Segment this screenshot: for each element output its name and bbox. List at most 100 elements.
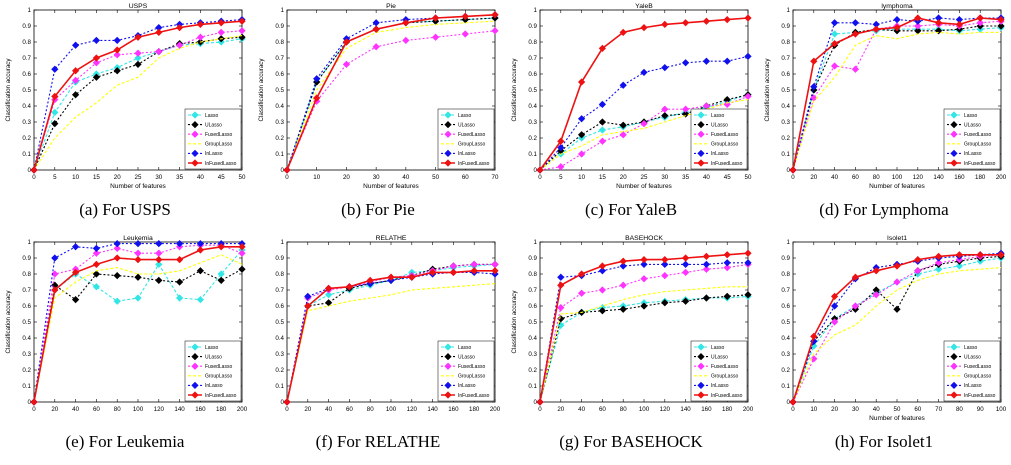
- series-line: [286, 283, 496, 403]
- data-point: [744, 291, 752, 299]
- legend-label: ULasso: [205, 354, 222, 360]
- x-tick-label: 200: [237, 406, 248, 413]
- figure-caption: (e) For Leukemia: [65, 432, 185, 451]
- legend-label: FusedLasso: [205, 132, 232, 138]
- legend-label: ULasso: [458, 354, 475, 360]
- legend-label: InFusedLasso: [205, 161, 237, 167]
- x-tick-label: 100: [996, 406, 1007, 413]
- data-point: [893, 305, 901, 313]
- y-tick-label: 0.4: [22, 103, 31, 110]
- legend-label: InFusedLasso: [205, 393, 237, 399]
- legend-label: InFusedLasso: [458, 161, 490, 167]
- data-point: [640, 68, 648, 77]
- data-point: [851, 65, 860, 73]
- data-point: [598, 262, 607, 270]
- data-point: [851, 273, 860, 281]
- data-point: [810, 355, 818, 363]
- x-tick-label: 30: [373, 174, 380, 181]
- y-tick-label: 0: [28, 167, 32, 174]
- legend-box: [184, 108, 242, 170]
- data-point: [557, 163, 565, 171]
- y-tick-label: 0.3: [781, 351, 790, 358]
- x-tick-label: 40: [703, 174, 710, 181]
- x-axis-label: Number of features: [110, 183, 166, 190]
- data-point: [723, 251, 731, 259]
- x-tick-label: 180: [216, 406, 227, 413]
- chart-svg: 0 20 40 60 80 100 120 140 160 180 200 0 0.1 0.2 0.3 0.4…: [275, 235, 500, 413]
- legend-label: ULasso: [711, 354, 728, 360]
- legend: Lasso ULasso FusedLasso GroupLasso InLasso In…: [690, 340, 748, 402]
- x-tick-label: 20: [831, 406, 838, 413]
- data-point: [577, 150, 586, 158]
- legend: Lasso ULasso FusedLasso GroupLasso InLasso In…: [690, 108, 748, 170]
- data-point: [830, 318, 839, 326]
- data-point: [810, 332, 818, 341]
- legend-marker: [697, 381, 705, 390]
- y-tick-label: 0.4: [528, 103, 537, 110]
- y-tick-label: 0.9: [22, 255, 31, 262]
- data-point: [113, 254, 121, 262]
- legend-marker: [697, 149, 705, 158]
- data-point: [702, 17, 711, 25]
- data-point: [71, 268, 80, 277]
- legend-marker: [444, 159, 452, 167]
- data-point: [723, 259, 731, 267]
- legend-label: Lasso: [711, 345, 725, 351]
- data-point: [345, 283, 354, 291]
- legend-label: GroupLasso: [205, 142, 232, 148]
- x-tick-label: 140: [174, 406, 185, 413]
- legend-label: GroupLasso: [711, 374, 738, 380]
- legend-marker: [444, 352, 452, 361]
- data-point: [217, 276, 225, 285]
- chart-panel-4: 0 20 40 60 80 100 120 140 160 180 200 0 0.1 0.2 0.3 0.4…: [759, 0, 1009, 232]
- data-point: [976, 19, 984, 27]
- series-GroupLasso: [792, 31, 1001, 171]
- y-tick-label: 0.2: [275, 135, 284, 142]
- data-point: [851, 302, 860, 310]
- legend-marker: [191, 362, 199, 370]
- series-InFusedLasso: [536, 249, 752, 406]
- data-point: [681, 297, 690, 305]
- data-point: [155, 255, 163, 264]
- x-tick-label: 0: [32, 174, 36, 181]
- y-tick-label: 0.6: [22, 303, 31, 310]
- data-point: [51, 254, 59, 262]
- x-tick-label: 160: [448, 406, 459, 413]
- data-point: [196, 20, 205, 29]
- data-point: [449, 268, 458, 277]
- legend-marker: [191, 120, 199, 129]
- series-GroupLasso: [286, 283, 496, 403]
- y-tick-label: 0.4: [275, 335, 284, 342]
- data-point: [723, 15, 731, 24]
- x-axis-label: Number of features: [869, 415, 925, 422]
- y-tick-label: 0.3: [528, 351, 537, 358]
- y-tick-label: 0.8: [781, 39, 790, 46]
- data-point: [934, 265, 943, 273]
- data-point: [461, 12, 469, 21]
- y-axis-label: Classification accuracy: [764, 58, 771, 122]
- y-tick-label: 0.2: [781, 367, 790, 374]
- x-tick-label: 20: [620, 174, 627, 181]
- data-point: [431, 14, 440, 22]
- y-tick-label: 0.8: [22, 39, 31, 46]
- data-point: [155, 239, 163, 248]
- data-point: [92, 59, 101, 67]
- data-point: [640, 260, 648, 269]
- data-point: [661, 299, 669, 307]
- data-point: [175, 294, 184, 302]
- data-point: [217, 28, 225, 37]
- data-point: [217, 243, 225, 251]
- data-point: [175, 278, 184, 286]
- x-tick-label: 45: [218, 174, 225, 181]
- legend-label: InFusedLasso: [964, 161, 996, 167]
- data-point: [196, 33, 205, 41]
- data-point: [872, 291, 880, 299]
- data-point: [640, 23, 648, 32]
- legend: Lasso ULasso FusedLasso GroupLasso InLasso In…: [184, 108, 242, 170]
- y-tick-label: 0.3: [22, 351, 31, 358]
- y-tick-label: 1: [28, 239, 32, 246]
- y-tick-label: 0.7: [22, 55, 31, 62]
- legend-marker: [697, 120, 705, 129]
- y-tick-label: 0.1: [275, 151, 284, 158]
- x-tick-label: 180: [722, 406, 733, 413]
